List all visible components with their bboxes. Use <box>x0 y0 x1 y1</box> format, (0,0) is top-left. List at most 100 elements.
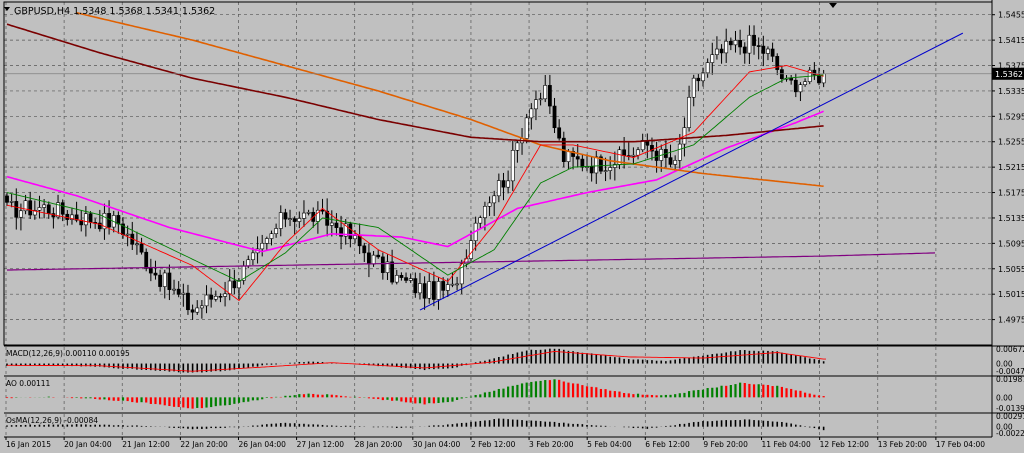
candle-body <box>42 204 47 208</box>
y-tick-label: 1.5255 <box>998 138 1024 147</box>
candle-body <box>715 48 719 55</box>
x-tick-label: 16 Jan 2015 <box>6 440 51 449</box>
candle-body <box>580 158 585 168</box>
current-price-label: 1.5362 <box>995 70 1023 79</box>
candle-body <box>83 213 88 226</box>
candle-body <box>343 223 348 237</box>
x-tick-label: 28 Jan 20:00 <box>355 440 403 449</box>
candle-body <box>506 180 511 188</box>
candle-body <box>292 218 297 222</box>
x-tick-label: 21 Jan 12:00 <box>122 440 170 449</box>
candle-body <box>223 293 227 297</box>
candle-body <box>251 252 255 261</box>
candle-body <box>431 281 436 300</box>
x-tick-label: 11 Feb 04:00 <box>762 440 811 449</box>
candle-body <box>496 180 501 197</box>
candle-body <box>32 209 37 216</box>
candle-body <box>612 164 617 168</box>
candle-body <box>97 222 102 230</box>
candle-body <box>260 242 265 250</box>
chart-shift-marker-icon[interactable] <box>829 3 837 8</box>
candle-body <box>315 209 320 222</box>
candle-body <box>701 72 705 82</box>
y-tick-label: 1.5095 <box>998 239 1024 248</box>
candle-body <box>733 40 738 46</box>
macd-label: MACD(12,26,9) 0.00110 0.00195 <box>6 349 130 358</box>
candle-body <box>153 272 158 276</box>
candle-body <box>204 294 209 307</box>
candle-body <box>362 245 367 254</box>
x-tick-label: 17 Feb 04:00 <box>936 440 985 449</box>
candle-body <box>181 292 186 295</box>
candle-body <box>213 295 218 300</box>
y-tick-label: 1.5135 <box>998 214 1024 223</box>
grid <box>4 2 992 437</box>
candle-body <box>9 201 14 203</box>
candle-body <box>668 157 673 165</box>
candle-body <box>19 210 23 218</box>
candle-body <box>306 211 311 214</box>
candle-body <box>102 213 107 230</box>
candle-body <box>705 62 710 74</box>
candle-body <box>529 108 534 119</box>
moving-average-line <box>6 65 824 302</box>
candle-body <box>775 56 780 70</box>
y-tick-label: 1.5415 <box>998 36 1024 45</box>
oscillator-panes <box>5 348 826 431</box>
candle-body <box>515 142 520 151</box>
ao-y-tick: -0.01391 <box>996 404 1024 413</box>
candle-body <box>770 48 775 57</box>
candle-body <box>125 233 130 236</box>
ao-label: AO 0.00111 <box>6 379 51 388</box>
candle-body <box>817 74 821 84</box>
candle-body <box>599 156 603 172</box>
y-tick-label: 1.5335 <box>998 87 1024 96</box>
candle-body <box>492 195 497 204</box>
moving-average-line <box>6 110 824 253</box>
candle-body <box>803 81 807 85</box>
candle-body <box>65 213 70 220</box>
candle-body <box>404 277 408 281</box>
candle-body <box>148 268 153 274</box>
candle-body <box>278 212 283 229</box>
candle-body <box>199 305 204 309</box>
candle-body <box>436 281 441 300</box>
candle-body <box>742 46 747 54</box>
candle-body <box>320 209 325 212</box>
x-tick-label: 20 Jan 04:00 <box>64 440 112 449</box>
candle-body <box>46 204 51 214</box>
x-tick-label: 27 Jan 12:00 <box>297 440 345 449</box>
symbol-header: GBPUSD,H4 1.5348 1.5368 1.5341 1.5362 <box>14 6 215 17</box>
candle-body <box>302 212 306 219</box>
trendline <box>419 32 964 311</box>
osma-label: OsMA(12,26,9) -0.00084 <box>6 416 98 425</box>
candle-body <box>380 256 385 273</box>
candle-body <box>70 214 74 220</box>
osma-y-tick: 0.00291 <box>996 412 1024 421</box>
candle-body <box>552 105 557 129</box>
candle-body <box>691 77 696 98</box>
candle-body <box>487 202 492 207</box>
y-tick-label: 1.5215 <box>998 163 1024 172</box>
candle-body <box>789 77 794 81</box>
candle-body <box>761 45 766 54</box>
candle-body <box>501 180 506 188</box>
ao-y-tick: 0.00 <box>996 393 1013 402</box>
candle-body <box>28 200 33 216</box>
y-tick-label: 1.5175 <box>998 189 1024 198</box>
candle-body <box>264 238 269 244</box>
y-tick-label: 1.5295 <box>998 112 1024 121</box>
candle-body <box>524 117 529 139</box>
candle-body <box>195 307 200 313</box>
price-pane[interactable] <box>4 12 992 320</box>
candle-body <box>227 280 232 295</box>
y-tick-label: 1.4975 <box>998 316 1024 325</box>
candle-body <box>538 98 543 101</box>
x-tick-label: 12 Feb 12:00 <box>820 440 869 449</box>
candle-body <box>274 228 279 235</box>
candle-body <box>673 160 678 165</box>
current-price-badge <box>992 67 1024 80</box>
moving-average-line <box>6 74 824 283</box>
